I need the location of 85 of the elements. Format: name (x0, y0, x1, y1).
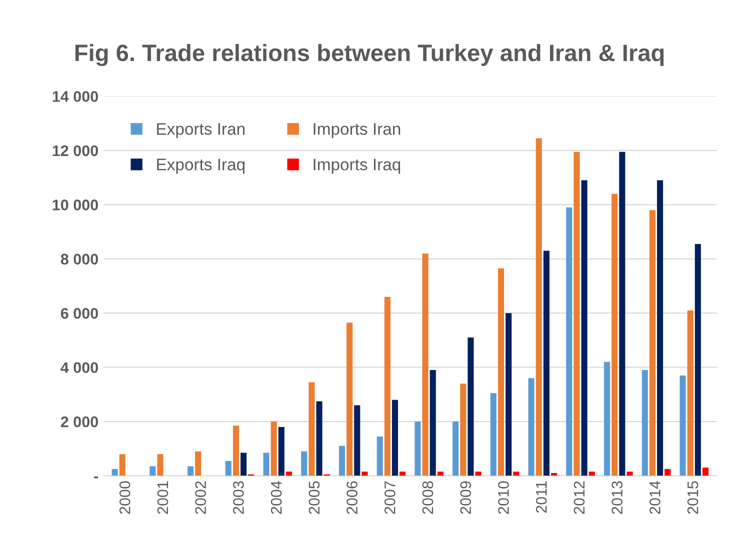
bar (528, 378, 534, 476)
bar (400, 472, 406, 476)
bar (119, 454, 126, 476)
bar (225, 460, 232, 476)
x-tick-label: 2004 (270, 481, 282, 514)
y-tick-label: 4 000 (60, 362, 98, 374)
bar (475, 472, 482, 476)
bar (642, 370, 648, 476)
y-tick-label: - (94, 476, 98, 478)
bar (232, 426, 240, 476)
bar (362, 472, 368, 476)
bar (460, 384, 466, 476)
chart-title: Fig 6. Trade relations between Turkey and Iran & Iraq (75, 44, 664, 66)
bar (657, 180, 664, 476)
x-tick-label: 2013 (612, 481, 622, 514)
legend-label: Exports Iraq (157, 158, 245, 174)
y-tick-label: 2 000 (60, 416, 98, 428)
x-tick-label: 2006 (346, 481, 358, 514)
bar (240, 452, 247, 476)
bar (354, 405, 360, 476)
bar (263, 452, 270, 476)
bar (278, 426, 284, 476)
x-tick-label: 2003 (233, 481, 244, 514)
bar (490, 393, 496, 476)
x-tick-label: 2008 (422, 481, 434, 514)
bar (346, 322, 353, 476)
x-tick-label: 2014 (650, 481, 660, 514)
bar (308, 382, 315, 476)
x-tick-label: 2005 (308, 481, 320, 514)
bar (626, 472, 633, 476)
bar (301, 451, 308, 476)
bar (270, 422, 277, 476)
x-tick-label: 2011 (536, 481, 547, 513)
bar (694, 244, 701, 476)
bar (188, 466, 194, 476)
bar (513, 472, 520, 476)
bar (574, 152, 580, 476)
bar (649, 210, 656, 476)
y-tick-label: 8 000 (60, 254, 98, 265)
x-tick-label: 2002 (195, 481, 206, 514)
x-tick-label: 2001 (157, 481, 168, 514)
bar (437, 472, 444, 476)
bar (157, 454, 164, 476)
bar (588, 472, 595, 476)
bar (430, 370, 436, 476)
bar (286, 472, 292, 476)
bar (702, 468, 708, 476)
y-tick-label: 6 000 (60, 308, 98, 319)
bar (619, 152, 626, 476)
x-tick-label: 2007 (384, 481, 396, 514)
bar (422, 253, 428, 476)
y-tick-label: 10 000 (52, 200, 98, 210)
bar (392, 400, 398, 476)
bar (543, 250, 550, 476)
bar (604, 362, 610, 476)
x-tick-label: 2000 (119, 481, 130, 514)
bar (112, 468, 118, 476)
y-tick-label: 12 000 (52, 145, 98, 156)
bar (687, 310, 694, 476)
bar (316, 401, 322, 476)
bar (680, 375, 686, 476)
bar (195, 451, 202, 476)
legend-label: Imports Iraq (314, 158, 400, 174)
bar (338, 446, 346, 476)
bar (536, 138, 542, 476)
bar (384, 296, 390, 476)
bar (452, 422, 459, 476)
bar (150, 466, 156, 476)
x-tick-label: 2015 (687, 481, 698, 514)
legend-label: Exports Iran (157, 123, 244, 138)
bar (581, 180, 588, 476)
x-tick-label: 2009 (460, 481, 472, 514)
x-tick-label: 2010 (498, 481, 509, 514)
bar (414, 422, 421, 476)
bar (376, 436, 383, 476)
bar (498, 268, 504, 476)
bar (664, 468, 671, 476)
bar (468, 338, 474, 476)
bar (550, 473, 558, 476)
x-tick-label: 2012 (574, 481, 585, 514)
y-tick-label: 14 000 (52, 91, 98, 102)
bar (566, 207, 572, 476)
legend-label: Imports Iran (314, 123, 400, 138)
bar (612, 194, 618, 476)
bar (506, 313, 512, 476)
